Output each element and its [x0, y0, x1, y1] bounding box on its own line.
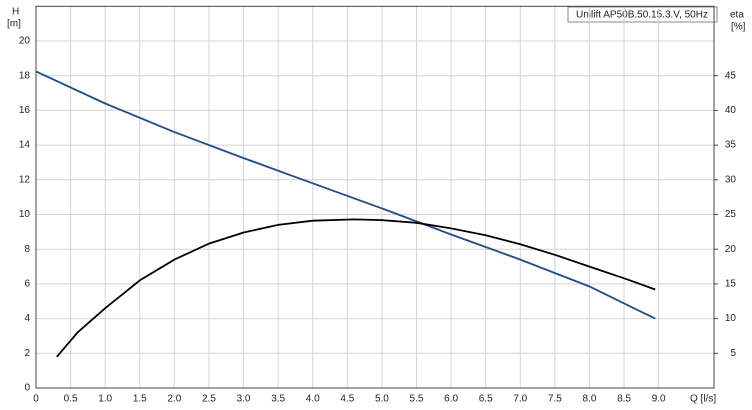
- x-tick-label: 8.0: [583, 394, 597, 405]
- y2-tick-label: 15: [725, 279, 737, 290]
- chart-title: Unilift AP50B.50.15.3.V, 50Hz: [576, 10, 708, 21]
- y2-tick-label: 30: [725, 174, 737, 185]
- y-tick-label: 6: [24, 279, 30, 290]
- y-tick-label: 12: [19, 174, 31, 185]
- x-tick-label: 5.0: [375, 394, 389, 405]
- x-tick-label: 8.5: [617, 394, 631, 405]
- y2-tick-label: 5: [730, 348, 736, 359]
- x-tick-label: 3.5: [271, 394, 285, 405]
- y-tick-label: 16: [19, 105, 31, 116]
- y-tick-label: 14: [19, 140, 31, 151]
- x-tick-label: 1.5: [133, 394, 147, 405]
- x-tick-label: 7.5: [548, 394, 562, 405]
- y2-label: eta: [730, 10, 744, 21]
- y2-tick-label: 45: [725, 70, 737, 81]
- x-tick-label: 1.0: [98, 394, 112, 405]
- plot-frame: [35, 5, 715, 389]
- x-tick-label: 4.5: [340, 394, 354, 405]
- y2-tick-label: 20: [725, 244, 737, 255]
- x-tick-label: 2.0: [167, 394, 181, 405]
- x-tick-label: 7.0: [513, 394, 527, 405]
- y-tick-label: 18: [19, 70, 31, 81]
- y-label: H: [12, 7, 19, 18]
- x-tick-label: 0: [33, 394, 39, 405]
- x-tick-label: 5.5: [410, 394, 424, 405]
- y2-tick-label: 40: [725, 105, 737, 116]
- x-tick-label: 4.0: [306, 394, 320, 405]
- y-unit: [m]: [7, 19, 21, 30]
- line: [56, 218, 656, 358]
- x-tick-label: 6.0: [444, 394, 458, 405]
- y2-unit: [%]: [731, 22, 746, 33]
- legend-box: [567, 6, 718, 23]
- x-tick-label: 3.0: [237, 394, 251, 405]
- y-tick-label: 0: [24, 383, 30, 394]
- y2-tick-label: 35: [725, 140, 737, 151]
- y-tick-label: 4: [24, 313, 30, 324]
- x-label: Q [l/s]: [690, 394, 716, 405]
- x-tick-label: 6.5: [479, 394, 493, 405]
- y-tick-label: 8: [24, 244, 30, 255]
- y-tick-label: 20: [19, 36, 31, 47]
- y2-tick-label: 25: [725, 209, 737, 220]
- x-tick-label: 2.5: [202, 394, 216, 405]
- y2-tick-label: 10: [725, 313, 737, 324]
- line: [35, 70, 656, 320]
- x-tick-label: 0.5: [64, 394, 78, 405]
- x-tick-label: 9.0: [652, 394, 666, 405]
- y-tick-label: 2: [24, 348, 30, 359]
- y-tick-label: 10: [19, 209, 31, 220]
